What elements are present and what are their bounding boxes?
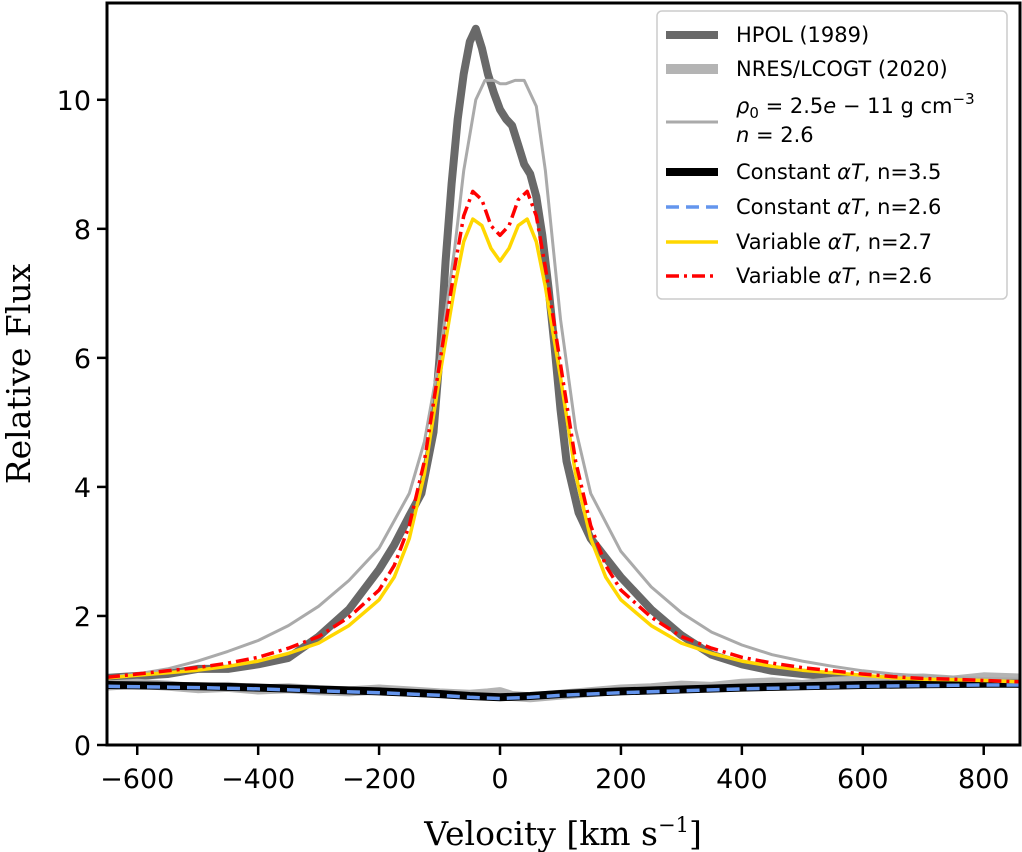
series-layer (107, 24, 1020, 703)
legend-label-constant-26: Constant αT, n=2.6 (736, 195, 941, 219)
y-tick-label: 10 (57, 86, 91, 117)
legend-label-variable-27: Variable αT, n=2.7 (736, 230, 932, 254)
x-axis-label: Velocity [km s−1] (423, 813, 702, 852)
series-line-model-rho (107, 78, 1020, 681)
legend-label-nres: NRES/LCOGT (2020) (736, 57, 948, 81)
y-tick-label: 0 (74, 731, 91, 762)
x-tick-label: 600 (837, 764, 889, 795)
legend-label-variable-26: Variable αT, n=2.6 (736, 264, 932, 288)
y-tick-label: 8 (74, 215, 91, 246)
legend-entry-constant-26: Constant αT, n=2.6 (666, 195, 941, 219)
legend-label-model-rho-line1: ρ0 = 2.5e − 11 g cm−3 (736, 90, 975, 122)
series-line-hpol (107, 24, 1020, 688)
y-axis-label: Relative Flux (0, 263, 38, 484)
x-tick-label: −200 (342, 764, 416, 795)
y-tick-label: 2 (74, 602, 91, 633)
x-tick-label: 0 (491, 764, 508, 795)
legend-entry-model-rho: ρ0 = 2.5e − 11 g cm−3 n = 2.6 (666, 90, 975, 147)
legend-entry-nres: NRES/LCOGT (2020) (666, 57, 948, 81)
legend-label-hpol: HPOL (1989) (736, 23, 869, 47)
legend-entry-constant-35: Constant αT, n=3.5 (666, 160, 941, 184)
y-tick-label: 6 (74, 344, 91, 375)
x-tick-label: −600 (100, 764, 174, 795)
legend-entry-variable-27: Variable αT, n=2.7 (666, 230, 932, 254)
x-tick-label: −400 (221, 764, 295, 795)
plot-frame (105, 1, 1022, 747)
series-line-variable-27 (107, 217, 1020, 684)
series-line-variable-26 (107, 189, 1020, 684)
x-axis: −600 −400 −200 0 200 400 600 800 (100, 745, 1009, 795)
series-line-constant-35 (107, 679, 1020, 702)
x-tick-label: 400 (716, 764, 768, 795)
series-line-constant-26 (107, 683, 1020, 701)
y-axis: 0 2 4 6 8 10 (57, 86, 107, 762)
legend-label-constant-35: Constant αT, n=3.5 (736, 160, 941, 184)
x-tick-label: 200 (595, 764, 647, 795)
legend: HPOL (1989) NRES/LCOGT (2020) ρ0 = 2.5e … (656, 10, 1008, 300)
legend-entry-hpol: HPOL (1989) (666, 23, 869, 47)
legend-frame (656, 10, 1008, 300)
x-tick-label: 800 (958, 764, 1010, 795)
legend-label-model-rho-line2: n = 2.6 (736, 123, 814, 147)
y-tick-label: 4 (74, 473, 91, 504)
legend-entry-variable-26: Variable αT, n=2.6 (666, 264, 932, 288)
